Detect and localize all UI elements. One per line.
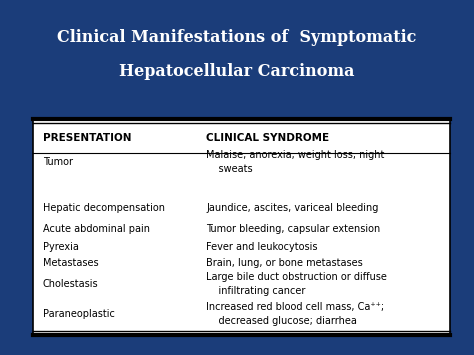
Text: Cholestasis: Cholestasis	[43, 279, 98, 289]
Text: Hepatocellular Carcinoma: Hepatocellular Carcinoma	[119, 62, 355, 80]
Text: Tumor bleeding, capsular extension: Tumor bleeding, capsular extension	[206, 224, 381, 234]
Text: Brain, lung, or bone metastases: Brain, lung, or bone metastases	[206, 258, 363, 268]
Text: Hepatic decompensation: Hepatic decompensation	[43, 203, 164, 213]
Text: Increased red blood cell mass, Ca⁺⁺;
    decreased glucose; diarrhea: Increased red blood cell mass, Ca⁺⁺; dec…	[206, 302, 384, 326]
Text: Tumor: Tumor	[43, 157, 73, 166]
Text: PRESENTATION: PRESENTATION	[43, 133, 131, 143]
Text: Pyrexia: Pyrexia	[43, 242, 79, 252]
Text: Large bile duct obstruction or diffuse
    infiltrating cancer: Large bile duct obstruction or diffuse i…	[206, 272, 387, 296]
Text: Paraneoplastic: Paraneoplastic	[43, 309, 115, 319]
FancyBboxPatch shape	[33, 119, 450, 335]
Text: Acute abdominal pain: Acute abdominal pain	[43, 224, 150, 234]
Text: Metastases: Metastases	[43, 258, 98, 268]
Text: Fever and leukocytosis: Fever and leukocytosis	[206, 242, 318, 252]
Text: Malaise, anorexia, weight loss, night
    sweats: Malaise, anorexia, weight loss, night sw…	[206, 149, 384, 174]
Text: Jaundice, ascites, variceal bleeding: Jaundice, ascites, variceal bleeding	[206, 203, 379, 213]
Text: CLINICAL SYNDROME: CLINICAL SYNDROME	[206, 133, 329, 143]
Text: Clinical Manifestations of  Symptomatic: Clinical Manifestations of Symptomatic	[57, 29, 417, 46]
